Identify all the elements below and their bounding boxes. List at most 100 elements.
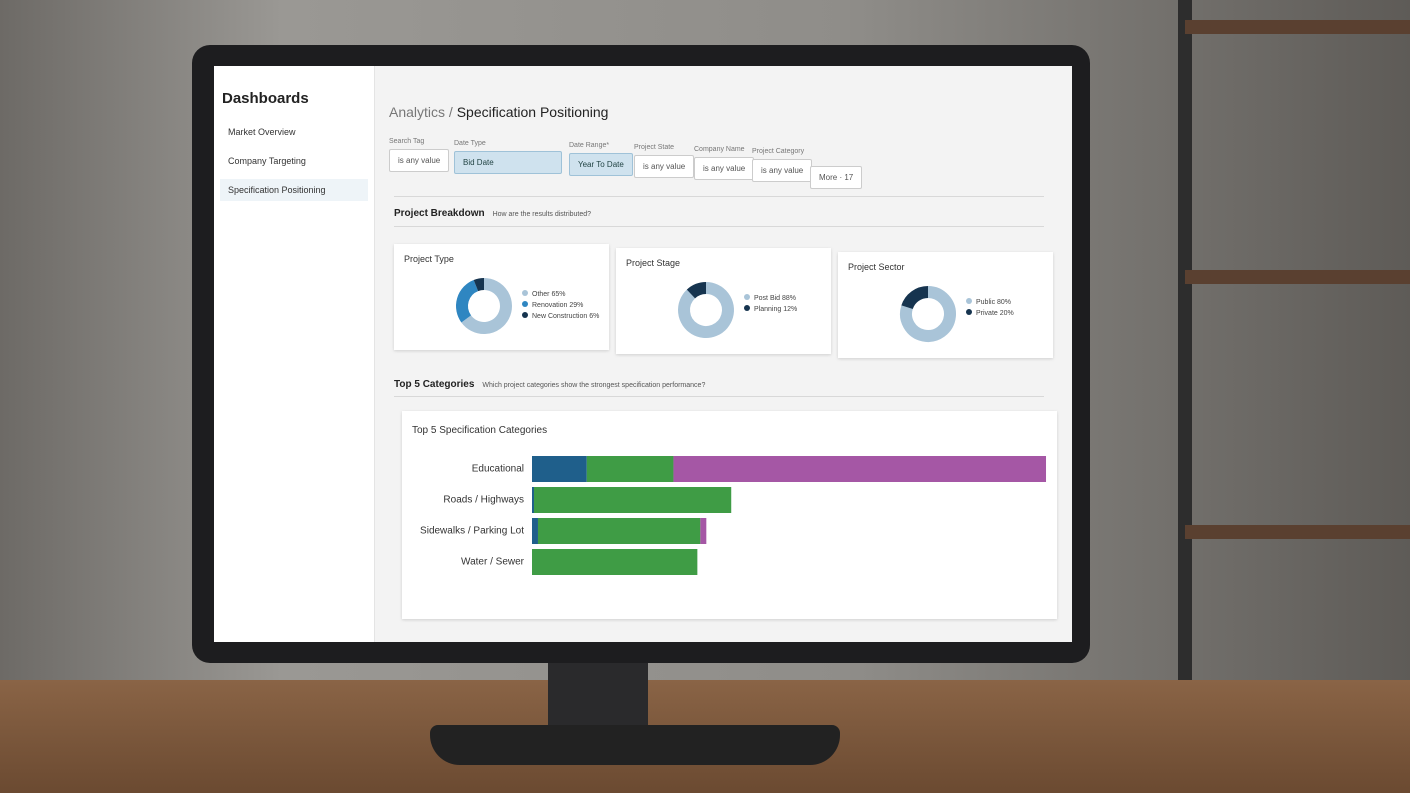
chart-title: Project Stage [626,258,681,268]
legend-label: Private 20% [976,310,1014,317]
monitor-base [430,725,840,765]
monitor-stand [548,655,648,735]
nav-item[interactable]: Company Targeting [228,156,306,166]
donut-slice [473,278,485,292]
filter: Date Type Bid Date [454,140,562,174]
sidebar: Dashboards Market Overview Company Targe… [214,66,375,642]
more-filters[interactable]: More · 17 [810,166,863,189]
legend-swatch [522,290,528,296]
divider [394,226,1044,227]
legend-item: Planning 12% [744,305,797,313]
breadcrumb: Analytics / Specification Positioning [389,104,608,120]
legend-swatch [522,301,528,307]
filter: Project State is any value [634,144,695,178]
nav-item[interactable]: Market Overview [228,127,296,137]
filter-label: Project Category [752,148,805,155]
filter-label: Project State [634,144,675,151]
bar-segment [537,518,701,544]
donut-slice [678,282,734,338]
shelf-post [1178,0,1192,690]
filter-value[interactable]: Bid Date [454,151,562,174]
filter: Search Tag is any value [389,138,450,172]
legend: Other 65% Renovation 29% New Construction … [522,290,599,323]
chart-title: Top 5 Specification Categories [412,425,548,436]
filter-value[interactable]: is any value [752,159,813,182]
section-heading: Top 5 Categories [394,379,475,390]
legend-swatch [744,294,750,300]
filter-label: Search Tag [389,138,425,145]
nav-item[interactable]: Specification Positioning [220,179,368,201]
screen: Dashboards Market Overview Company Targe… [214,66,1072,642]
legend-item: New Construction 6% [522,312,599,320]
legend: Public 80% Private 20% [966,298,1014,320]
filter: Project Category is any value [752,148,813,182]
bar-segment [532,549,698,575]
shelf [1185,525,1410,539]
legend-item: Public 80% [966,298,1014,306]
donut-slice [686,282,707,299]
legend-swatch [744,305,750,311]
chart-card: Project Stage Post Bid 88% Planning 12% [616,248,831,354]
bar-segment [532,487,534,513]
bar-segment [673,456,1047,482]
legend-item: Private 20% [966,309,1014,317]
filter-value[interactable]: is any value [694,157,755,180]
legend-label: Planning 12% [754,306,798,313]
bar-segment [533,487,732,513]
chart-card: Top 5 Specification Categories Educationa… [402,411,1057,619]
filter: Date Range* Year To Date [569,142,633,176]
bar-chart: Educational Roads / Highways Sidewalks / P… [420,456,1047,575]
section-title: Top 5 Categories Which project categories… [394,379,705,390]
donut [456,278,512,334]
legend-label: Post Bid 88% [754,295,797,302]
sidebar-title: Dashboards [222,90,309,107]
filter-label: Date Type [454,140,486,147]
legend-swatch [966,298,972,304]
chart-title: Project Type [404,254,454,264]
filter: Company Name is any value [694,146,755,180]
page-title: Specification Positioning [456,104,609,120]
y-tick-label: Educational [472,464,524,475]
donut-slice [901,286,929,310]
divider [394,396,1044,397]
breadcrumb-section[interactable]: Analytics / [389,104,453,120]
section-title: Project Breakdown How are the results dis… [394,208,591,219]
filter-label: Date Range* [569,142,610,149]
legend-item: Post Bid 88% [744,294,797,302]
donut [900,286,956,342]
section-heading: Project Breakdown [394,208,485,219]
section-question: How are the results distributed? [492,211,592,218]
section-question: Which project categories show the strong… [482,382,706,389]
legend-label: Renovation 29% [532,302,584,309]
legend-label: Other 65% [532,291,566,298]
donut-slice [900,286,956,342]
filter-value[interactable]: is any value [389,149,450,172]
legend-item: Renovation 29% [522,301,599,309]
legend-swatch [966,309,972,315]
filter-label: Company Name [694,146,745,153]
shelf [1185,270,1410,284]
shelf [1185,20,1410,34]
y-tick-label: Water / Sewer [461,557,525,568]
donut-slice [456,279,479,323]
bar-segment [532,456,587,482]
divider [394,196,1044,197]
filter-value[interactable]: Year To Date [569,153,633,176]
bar-segment [586,456,674,482]
legend-label: New Construction 6% [532,313,600,320]
chart-card: Project Type Other 65% Renovation 29% New C… [394,244,609,350]
legend-label: Public 80% [976,299,1012,306]
legend-swatch [522,312,528,318]
donut-slice [461,278,512,334]
chart-card: Project Sector Public 80% Private 20% [838,252,1053,358]
legend: Post Bid 88% Planning 12% [744,294,797,316]
bar-segment [532,518,538,544]
donut [678,282,734,338]
filter-value[interactable]: is any value [634,155,695,178]
y-tick-label: Sidewalks / Parking Lot [420,526,524,537]
legend-item: Other 65% [522,290,599,298]
y-tick-label: Roads / Highways [443,495,524,506]
bar-segment [700,518,707,544]
chart-title: Project Sector [848,262,905,272]
